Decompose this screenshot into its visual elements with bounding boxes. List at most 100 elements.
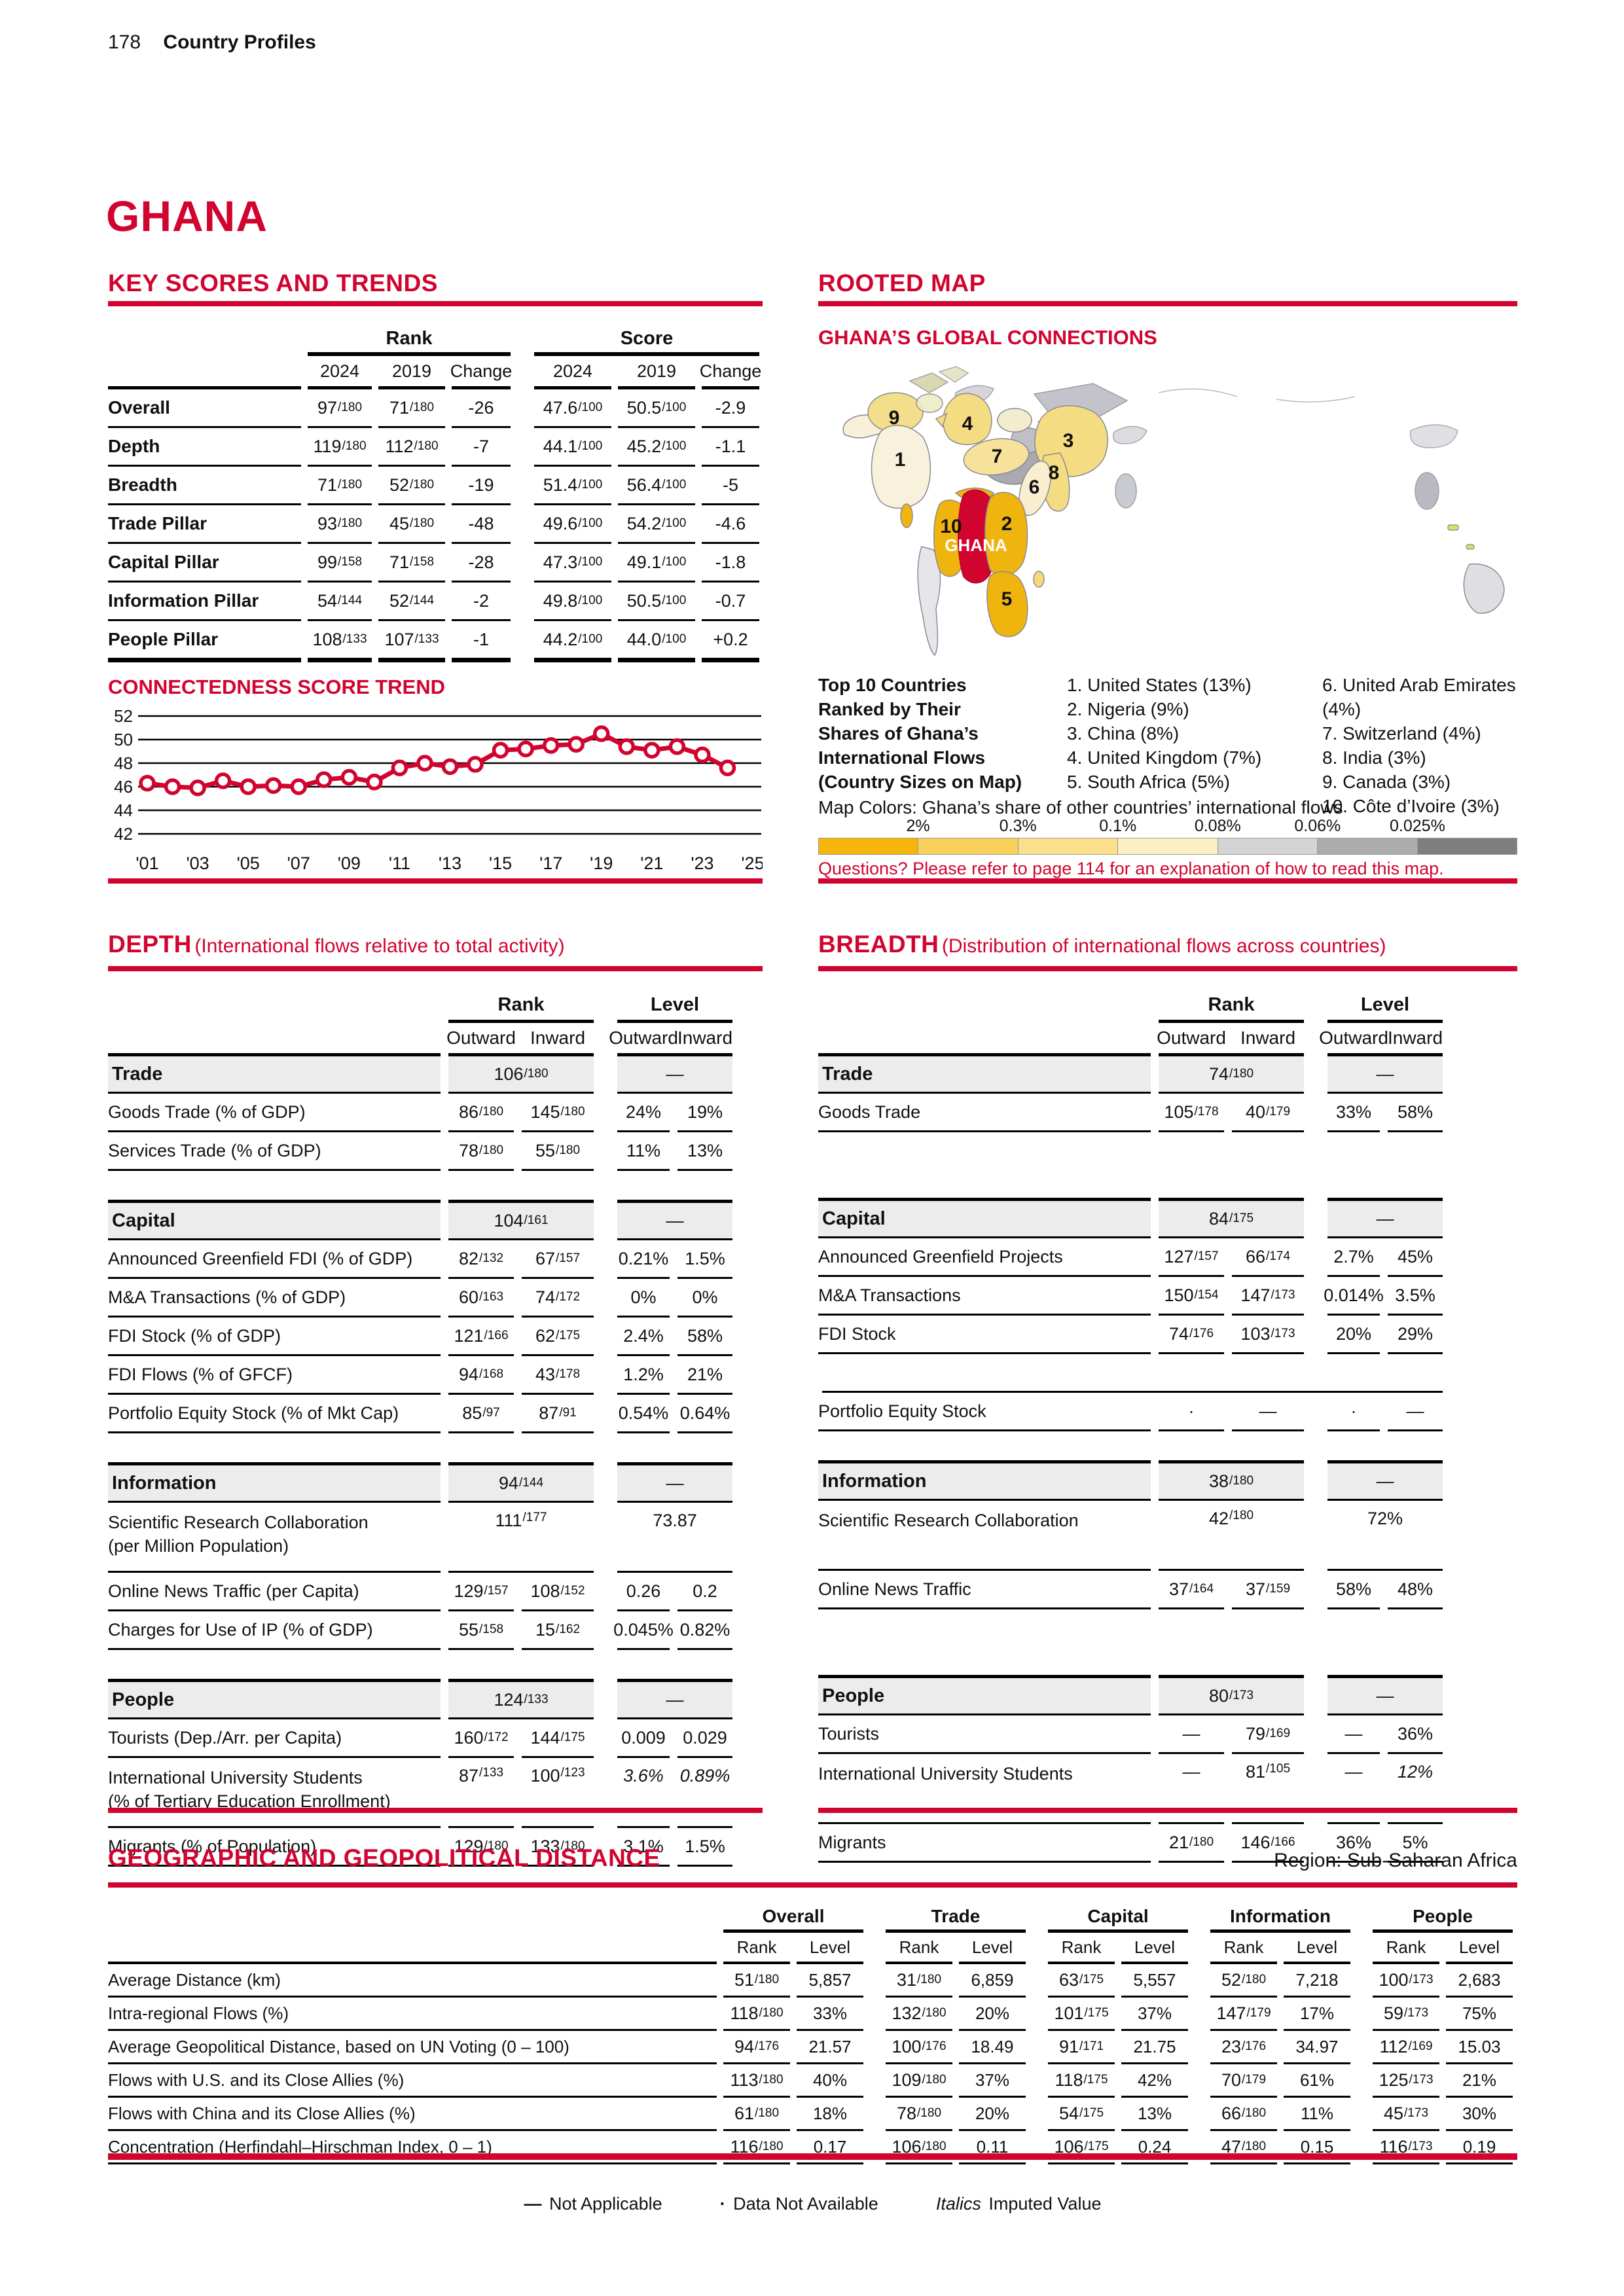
depth-bottom-rule (108, 1808, 763, 1813)
indicator-row: FDI Stock (% of GDP) 121/166 62/175 2.4% 58% (108, 1318, 763, 1356)
rank-header: Rank (1048, 1933, 1115, 1964)
y-axis-tick: 46 (114, 777, 133, 797)
group-label: Information (108, 1462, 441, 1503)
data-point-2018 (568, 736, 585, 753)
indicator-row: Goods Trade (% of GDP) 86/180 145/180 24% 19… (108, 1094, 763, 1132)
score-2019-value: 49.1/100 (618, 544, 695, 583)
section-gap (108, 1433, 763, 1462)
legend-line: 6. United Arab Emirates (4%) (1322, 675, 1516, 719)
legend-line: 3. China (8%) (1067, 723, 1180, 744)
map-uae (1019, 460, 1051, 516)
scale-label: 0.1% (1099, 817, 1137, 835)
indicator-row: Charges for Use of IP (% of GDP) 55/158 15… (108, 1611, 763, 1650)
key-scores-row: Depth 119/180 112/180 -7 44.1/100 45.2/100 -1.… (108, 428, 763, 467)
breadth-table: Rank Level Outward Inward Outward Inward Trade… (818, 990, 1517, 1863)
key-scores-subheader-row: 2024 2019 Change 2024 2019 Change (108, 356, 763, 389)
score-2019-value: 54.2/100 (618, 505, 695, 544)
level-outward-value: · (1327, 1393, 1380, 1431)
level-value: 5,557 (1121, 1964, 1188, 1998)
level-value: 18% (797, 2098, 863, 2131)
rank-change-value: -26 (452, 389, 511, 428)
depth-rule (108, 966, 763, 971)
data-point-2008 (316, 771, 333, 788)
key-scores-row: Capital Pillar 99/158 71/158 -28 47.3/100 49.… (108, 544, 763, 583)
rank-inward-value: 43/178 (522, 1356, 594, 1395)
level-value: 40% (797, 2064, 863, 2098)
row-label-line: Portfolio Equity Stock (% of Mkt Cap) (108, 1403, 399, 1423)
row-label: Migrants (% of Population) (108, 1828, 441, 1867)
level-outward-value: 11% (617, 1132, 670, 1171)
group-label: People (108, 1679, 441, 1719)
rank-outward-value: 129/157 (448, 1573, 514, 1611)
map-marker-9: 9 (889, 407, 900, 429)
trend-line (147, 731, 729, 791)
level-value: 6,859 (959, 1964, 1026, 1998)
row-label-line: FDI Stock (% of GDP) (108, 1326, 281, 1346)
score-change-value: -0.7 (702, 583, 759, 621)
rank-inward-value: 74/172 (522, 1279, 594, 1318)
level-inward-value: 3.5% (1388, 1277, 1443, 1316)
score-2019-value: 44.0/100 (618, 621, 695, 662)
score-2024-value: 44.2/100 (534, 621, 611, 662)
level-outward-value: — (1327, 1754, 1380, 1824)
row-label-line: International University Students (818, 1764, 1073, 1784)
geo-data-row: Average Distance (km) 51/180 5,857 31/180 6,… (108, 1964, 1517, 1998)
scale-label: 0.3% (999, 817, 1037, 835)
map-indonesia (1415, 472, 1439, 510)
row-label: Announced Greenfield FDI (% of GDP) (108, 1240, 441, 1279)
geo-group-header: Capital (1048, 1903, 1188, 1933)
group-level-value: — (617, 1462, 732, 1503)
color-scale-bar (818, 838, 1517, 855)
rank-inward-value: 147/173 (1232, 1277, 1304, 1316)
row-label: Intra-regional Flows (%) (108, 1998, 717, 2031)
level-value: 5,857 (797, 1964, 863, 1998)
rank-outward-value: 121/166 (448, 1318, 514, 1356)
level-outward-value: 0.26 (617, 1573, 670, 1611)
row-label-line: Online News Traffic (per Capita) (108, 1581, 359, 1601)
level-value: 13% (1121, 2098, 1188, 2131)
level-inward-value: 1.5% (677, 1828, 732, 1867)
level-value: 20% (959, 2098, 1026, 2131)
rank-outward-value: 55/158 (448, 1611, 514, 1650)
rank-inward-value: 67/157 (522, 1240, 594, 1279)
geo-group-header: Trade (886, 1903, 1026, 1933)
level-outward-value: 3.1% (617, 1828, 670, 1867)
imputed-symbol: Italics (935, 2194, 981, 2214)
rank-inward-value: 37/159 (1232, 1571, 1304, 1609)
rank-outward-value: 37/164 (1159, 1571, 1224, 1609)
level-value: 37% (959, 2064, 1026, 2098)
group-rank-value: 74/180 (1159, 1053, 1304, 1094)
row-label-line: FDI Flows (% of GFCF) (108, 1365, 293, 1384)
level-header: Level (959, 1933, 1026, 1964)
data-point-2009 (340, 768, 358, 786)
score-change-value: -1.1 (702, 428, 759, 467)
group-rank-value: 38/180 (1159, 1460, 1304, 1501)
indicator-row: Announced Greenfield FDI (% of GDP) 82/13… (108, 1240, 763, 1279)
row-label-line: Online News Traffic (818, 1579, 971, 1599)
rank-change-value: -19 (452, 467, 511, 505)
level-outward-value: 20% (1327, 1316, 1380, 1354)
level-value: 17% (1284, 1998, 1350, 2031)
legend-country-column-2: 6. United Arab Emirates (4%) 7. Switzerla… (1322, 673, 1517, 818)
row-label-line: Portfolio Equity Stock (818, 1401, 986, 1421)
legend-line: 9. Canada (3%) (1322, 772, 1451, 792)
row-label: Trade Pillar (108, 505, 301, 544)
rank-value: 78/180 (886, 2098, 952, 2131)
level-header: Level (1121, 1933, 1188, 1964)
rank-value: 112/169 (1373, 2031, 1439, 2064)
legend-line: 2. Nigeria (9%) (1067, 699, 1189, 719)
level-inward-value: 13% (677, 1132, 732, 1171)
map-switzerland (963, 438, 1030, 476)
legend-line: Top 10 Countries (818, 675, 967, 695)
row-label: Portfolio Equity Stock (818, 1393, 1151, 1431)
x-axis-tick: '07 (287, 853, 310, 873)
level-value: 21% (1446, 2064, 1513, 2098)
group-label: People (818, 1675, 1151, 1715)
row-label: Overall (108, 389, 301, 428)
left-column-rule (108, 878, 763, 884)
data-point-2006 (264, 777, 282, 794)
outward-header: Outward (1157, 1028, 1226, 1048)
spacer-row (818, 1132, 1517, 1169)
rank-value: 125/173 (1373, 2064, 1439, 2098)
data-not-available-symbol: · (719, 2194, 726, 2214)
